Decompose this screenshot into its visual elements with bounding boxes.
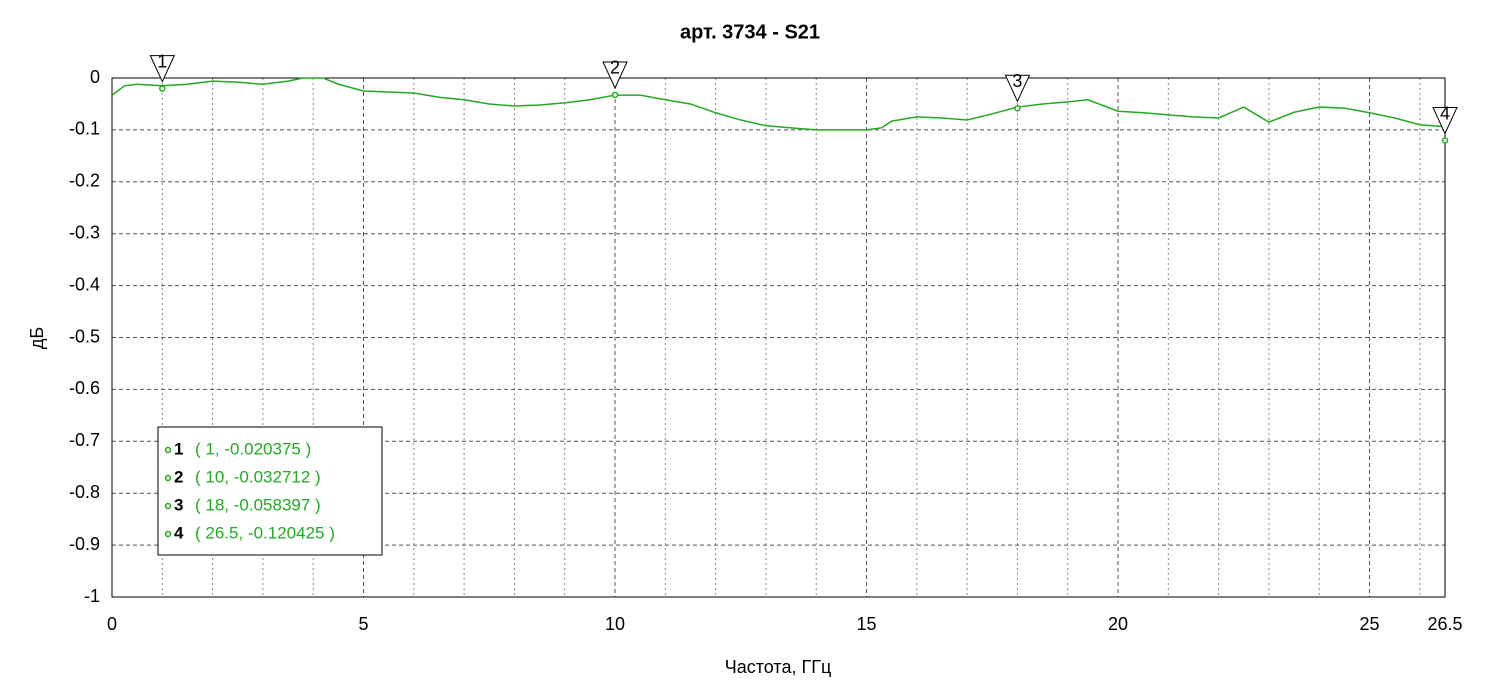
y-tick-label: -1	[84, 586, 100, 606]
marker-label: 2	[610, 58, 620, 78]
x-tick-label: 26.5	[1427, 614, 1462, 634]
chart-title: арт. 3734 - S21	[680, 21, 820, 43]
marker-point	[159, 85, 166, 92]
marker-triangle	[149, 55, 176, 83]
y-tick-label: -0.2	[69, 171, 100, 191]
legend-value: ( 1, -0.020375 )	[195, 439, 311, 458]
legend-dot	[164, 502, 172, 510]
legend-value: ( 26.5, -0.120425 )	[195, 523, 335, 542]
marker-point	[1014, 105, 1021, 112]
marker-label: 4	[1440, 103, 1450, 123]
marker-label: 1	[157, 51, 167, 71]
legend-dot	[164, 474, 172, 482]
legend-label: 2	[174, 467, 183, 486]
x-tick-label: 5	[359, 614, 369, 634]
x-tick-label: 0	[107, 614, 117, 634]
y-tick-label: 0	[90, 67, 100, 87]
legend-dot	[164, 530, 172, 538]
x-tick-label: 25	[1360, 614, 1380, 634]
marker-label: 3	[1012, 71, 1022, 91]
plot-frame	[111, 77, 1446, 598]
y-axis-label: дБ	[27, 327, 47, 349]
legend-label: 4	[174, 523, 184, 542]
marker-triangle	[602, 61, 628, 90]
x-tick-label: 10	[605, 614, 625, 634]
marker-point	[1441, 137, 1449, 144]
y-tick-label: -0.1	[69, 119, 100, 139]
y-tick-label: -0.5	[69, 326, 100, 346]
y-tick-label: -0.6	[69, 378, 100, 398]
y-tick-label: -0.9	[69, 534, 100, 554]
x-tick-label: 20	[1108, 614, 1128, 634]
x-tick-label: 15	[857, 614, 877, 634]
y-tick-label: -0.4	[69, 274, 100, 294]
legend-value: ( 18, -0.058397 )	[195, 495, 321, 514]
marker-triangle	[1004, 74, 1031, 103]
legend-value: ( 10, -0.032712 )	[195, 467, 321, 486]
legend-label: 1	[174, 439, 183, 458]
y-tick-label: -0.7	[69, 430, 100, 450]
marker-triangle	[1432, 107, 1458, 135]
legend-box	[157, 426, 383, 556]
marker-point	[611, 91, 619, 99]
x-axis-label: Частота, ГГц	[725, 657, 832, 677]
legend-dot	[164, 446, 172, 454]
y-tick-label: -0.8	[69, 482, 100, 502]
data-line	[111, 77, 1446, 131]
y-tick-label: -0.3	[69, 222, 100, 242]
legend-label: 3	[174, 495, 183, 514]
